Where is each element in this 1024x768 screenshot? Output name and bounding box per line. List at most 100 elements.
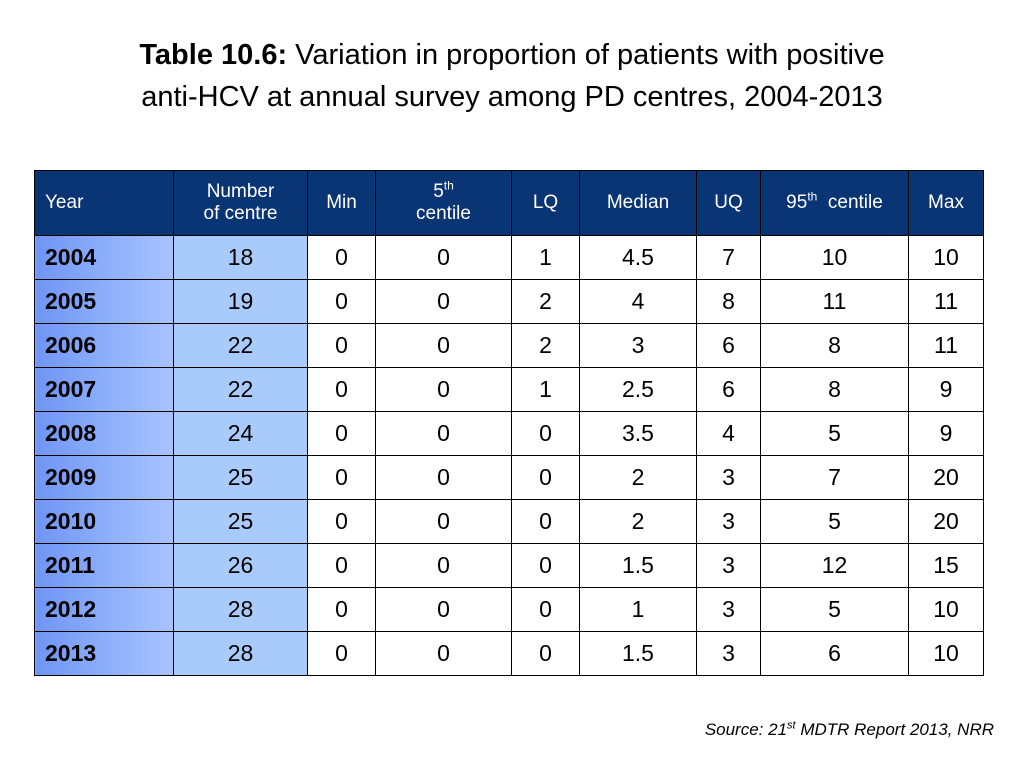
p5-cell: 0 [375,411,512,456]
lq-cell: 0 [511,587,580,632]
table-row: 2009 25 0 0 0 2 3 7 20 [34,455,984,500]
data-table: Year Number of centre Min 5th centile LQ M… [34,170,984,676]
max-cell: 9 [908,411,984,456]
centres-cell: 22 [173,367,308,412]
uq-cell: 7 [696,235,761,280]
min-cell: 0 [307,587,376,632]
p5-cell: 0 [375,499,512,544]
source-superscript: st [787,719,796,732]
max-cell: 11 [908,323,984,368]
centres-cell: 18 [173,235,308,280]
lq-cell: 2 [511,323,580,368]
p5-cell: 0 [375,323,512,368]
year-cell: 2004 [34,235,174,280]
header-uq: UQ [696,170,761,236]
header-lq: LQ [511,170,580,236]
p95-cell: 5 [760,587,909,632]
p95-cell: 5 [760,499,909,544]
p95-cell: 8 [760,323,909,368]
uq-cell: 6 [696,323,761,368]
max-cell: 9 [908,367,984,412]
lq-cell: 2 [511,279,580,324]
median-cell: 2 [579,455,697,500]
page-title: Table 10.6: Variation in proportion of p… [0,34,1024,118]
centres-cell: 19 [173,279,308,324]
header-p95-number: 95 [786,192,808,213]
min-cell: 0 [307,543,376,588]
header-p5-number: 5 [433,181,444,202]
table-row: 2008 24 0 0 0 3.5 4 5 9 [34,411,984,456]
year-cell: 2005 [34,279,174,324]
min-cell: 0 [307,279,376,324]
table-row: 2012 28 0 0 0 1 3 5 10 [34,587,984,632]
p95-cell: 11 [760,279,909,324]
lq-cell: 0 [511,543,580,588]
uq-cell: 6 [696,367,761,412]
header-max: Max [908,170,984,236]
title-text-line-2: anti-HCV at annual survey among PD centr… [141,81,883,113]
lq-cell: 0 [511,499,580,544]
p95-cell: 6 [760,631,909,676]
median-cell: 4 [579,279,697,324]
lq-cell: 0 [511,455,580,500]
p5-cell: 0 [375,279,512,324]
median-cell: 1.5 [579,631,697,676]
header-p5-word: centile [416,203,471,224]
table-row: 2011 26 0 0 0 1.5 3 12 15 [34,543,984,588]
p5-cell: 0 [375,543,512,588]
table-row: 2010 25 0 0 0 2 3 5 20 [34,499,984,544]
centres-cell: 22 [173,323,308,368]
title-text-line-1: Variation in proportion of patients with… [295,39,885,71]
p95-cell: 8 [760,367,909,412]
uq-cell: 8 [696,279,761,324]
table-body: 2004 18 0 0 1 4.5 7 10 10 2005 19 0 0 2 … [34,235,984,676]
table-row: 2007 22 0 0 1 2.5 6 8 9 [34,367,984,412]
p5-cell: 0 [375,455,512,500]
p5-cell: 0 [375,631,512,676]
year-cell: 2013 [34,631,174,676]
median-cell: 1 [579,587,697,632]
lq-cell: 0 [511,631,580,676]
header-median: Median [579,170,697,236]
header-year: Year [34,170,174,236]
centres-cell: 25 [173,455,308,500]
max-cell: 20 [908,499,984,544]
source-prefix: Source: 21 [704,720,788,739]
median-cell: 3.5 [579,411,697,456]
header-row: Year Number of centre Min 5th centile LQ M… [34,170,984,236]
title-line-1: Table 10.6: Variation in proportion of p… [0,34,1024,76]
uq-cell: 3 [696,587,761,632]
p5-cell: 0 [375,587,512,632]
source-note: Source: 21st MDTR Report 2013, NRR [705,720,994,740]
uq-cell: 4 [696,411,761,456]
min-cell: 0 [307,235,376,280]
year-cell: 2006 [34,323,174,368]
lq-cell: 1 [511,235,580,280]
lq-cell: 0 [511,411,580,456]
header-p95-superscript: th [807,189,818,204]
median-cell: 3 [579,323,697,368]
max-cell: 20 [908,455,984,500]
centres-cell: 24 [173,411,308,456]
centres-cell: 25 [173,499,308,544]
table-row: 2005 19 0 0 2 4 8 11 11 [34,279,984,324]
min-cell: 0 [307,455,376,500]
max-cell: 10 [908,235,984,280]
min-cell: 0 [307,631,376,676]
header-centres-line-1: Number [206,181,275,202]
header-p95-word: centile [827,192,883,213]
max-cell: 10 [908,587,984,632]
year-cell: 2007 [34,367,174,412]
header-p5-superscript: th [443,178,454,193]
min-cell: 0 [307,411,376,456]
p5-cell: 0 [375,367,512,412]
min-cell: 0 [307,367,376,412]
max-cell: 10 [908,631,984,676]
year-cell: 2010 [34,499,174,544]
table-row: 2013 28 0 0 0 1.5 3 6 10 [34,631,984,676]
p5-cell: 0 [375,235,512,280]
p95-cell: 12 [760,543,909,588]
centres-cell: 26 [173,543,308,588]
uq-cell: 3 [696,455,761,500]
centres-cell: 28 [173,587,308,632]
